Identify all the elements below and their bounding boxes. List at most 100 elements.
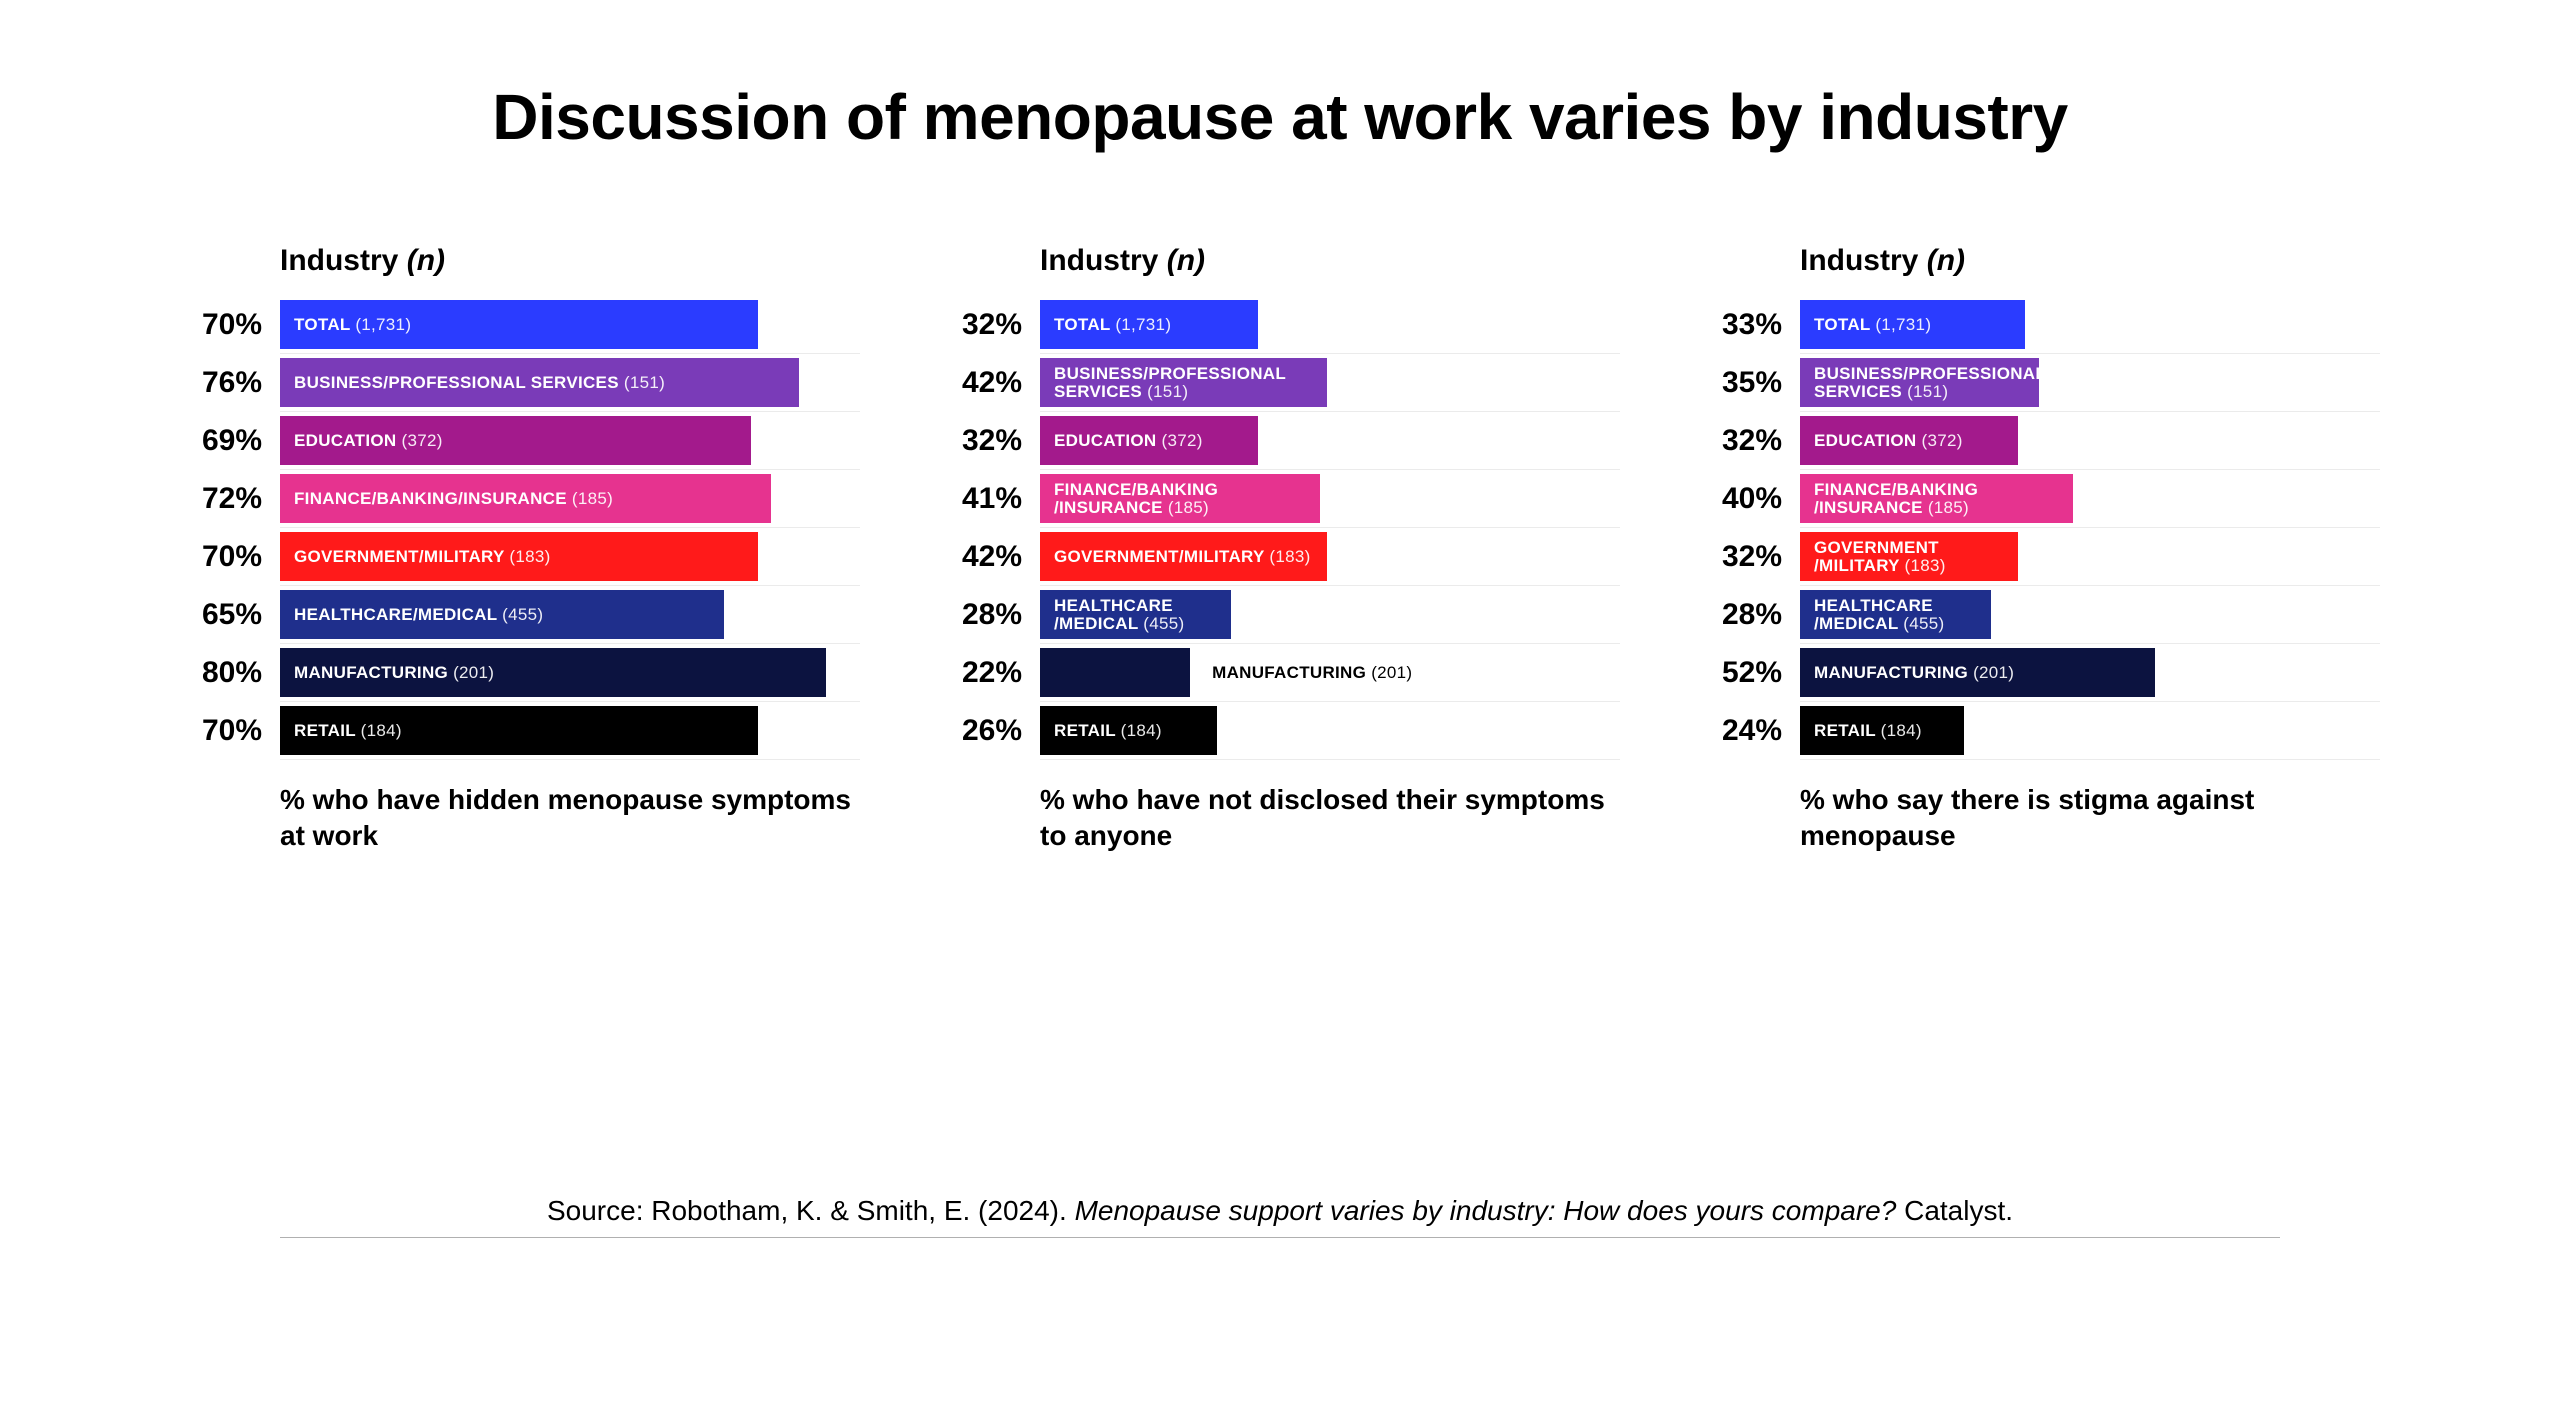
bar-row: 24% RETAIL (184): [1700, 702, 2380, 760]
bar-row: 28%HEALTHCARE/MEDICAL (455): [940, 586, 1620, 644]
bar-percent: 32%: [940, 424, 1040, 458]
bar: EDUCATION (372): [1800, 416, 2018, 465]
bar-label: MANUFACTURING (201): [294, 664, 494, 681]
bar-percent: 70%: [180, 714, 280, 748]
bar-label: MANUFACTURING (201): [1814, 664, 2014, 681]
source-italic: Menopause support varies by industry: Ho…: [1075, 1195, 1897, 1226]
bar-area: GOVERNMENT/MILITARY (183): [280, 528, 860, 586]
bar-percent: 32%: [1700, 540, 1800, 574]
bar-label: BUSINESS/PROFESSIONALSERVICES (151): [1054, 365, 1286, 401]
bar-area: MANUFACTURING (201): [1800, 644, 2380, 702]
bar-label: HEALTHCARE/MEDICAL (455): [1814, 597, 1944, 633]
chart-rows: 33%TOTAL (1,731)35%BUSINESS/PROFESSIONAL…: [1700, 296, 2380, 760]
bar-label: MANUFACTURING (201): [1212, 664, 1412, 681]
bar-row: 52% MANUFACTURING (201): [1700, 644, 2380, 702]
bar-row: 70% RETAIL (184): [180, 702, 860, 760]
bar-row: 76% BUSINESS/PROFESSIONAL SERVICES (151): [180, 354, 860, 412]
bar-area: TOTAL (1,731): [280, 296, 860, 354]
bar: BUSINESS/PROFESSIONAL SERVICES (151): [280, 358, 799, 407]
bar-percent: 24%: [1700, 714, 1800, 748]
bar-percent: 70%: [180, 540, 280, 574]
bar-row: 41%FINANCE/BANKING/INSURANCE (185): [940, 470, 1620, 528]
bar: GOVERNMENT/MILITARY (183): [280, 532, 758, 581]
bar-area: MANUFACTURING (201): [1040, 644, 1620, 702]
source-suffix: Catalyst.: [1896, 1195, 2013, 1226]
bar-area: BUSINESS/PROFESSIONALSERVICES (151): [1040, 354, 1620, 412]
bar-percent: 33%: [1700, 308, 1800, 342]
bar: GOVERNMENT/MILITARY (183): [1800, 532, 2018, 581]
bar-label: TOTAL (1,731): [294, 316, 411, 333]
bar-area: FINANCE/BANKING/INSURANCE (185): [280, 470, 860, 528]
bar-area: HEALTHCARE/MEDICAL (455): [1800, 586, 2380, 644]
bar-label: GOVERNMENT/MILITARY (183): [294, 548, 551, 565]
bar-label: FINANCE/BANKING/INSURANCE (185): [1814, 481, 1978, 517]
bar-label: GOVERNMENT/MILITARY (183): [1814, 539, 1946, 575]
bar-row: 69%EDUCATION (372): [180, 412, 860, 470]
bar-row: 65% HEALTHCARE/MEDICAL (455): [180, 586, 860, 644]
bar: TOTAL (1,731): [1040, 300, 1258, 349]
bar-label: RETAIL (184): [1814, 722, 1922, 739]
bar-area: FINANCE/BANKING/INSURANCE (185): [1800, 470, 2380, 528]
bar-area: GOVERNMENT/MILITARY (183): [1800, 528, 2380, 586]
bar-percent: 80%: [180, 656, 280, 690]
bar-row: 28% HEALTHCARE/MEDICAL (455): [1700, 586, 2380, 644]
bar-percent: 52%: [1700, 656, 1800, 690]
bar-row: 40%FINANCE/BANKING/INSURANCE (185): [1700, 470, 2380, 528]
bar-percent: 28%: [940, 598, 1040, 632]
chart-caption: % who have hidden menopause symptoms at …: [280, 782, 860, 855]
bar-percent: 26%: [940, 714, 1040, 748]
bar-label: HEALTHCARE/MEDICAL (455): [294, 606, 543, 623]
source-text: Source: Robotham, K. & Smith, E. (2024).…: [547, 1195, 2013, 1226]
bar: EDUCATION (372): [280, 416, 751, 465]
bar: BUSINESS/PROFESSIONALSERVICES (151): [1040, 358, 1327, 407]
bar-area: RETAIL (184): [280, 702, 860, 760]
bar-row: 42%BUSINESS/PROFESSIONALSERVICES (151): [940, 354, 1620, 412]
bar: EDUCATION (372): [1040, 416, 1258, 465]
bar-area: TOTAL (1,731): [1800, 296, 2380, 354]
bar-row: 70%TOTAL (1,731): [180, 296, 860, 354]
bar-row: 32%TOTAL (1,731): [940, 296, 1620, 354]
bar-area: GOVERNMENT/MILITARY (183): [1040, 528, 1620, 586]
bar-label-outside: MANUFACTURING (201): [1198, 648, 1426, 697]
chart-panel: Industry (n)70%TOTAL (1,731)76%BUSINESS/…: [180, 244, 860, 855]
bar-row: 32% GOVERNMENT/MILITARY (183): [1700, 528, 2380, 586]
chart-panel: Industry (n)32%TOTAL (1,731)42%BUSINESS/…: [940, 244, 1620, 855]
bar-label: RETAIL (184): [294, 722, 402, 739]
bar-area: HEALTHCARE/MEDICAL (455): [280, 586, 860, 644]
bar-label: GOVERNMENT/MILITARY (183): [1054, 548, 1311, 565]
bar-percent: 28%: [1700, 598, 1800, 632]
bar: MANUFACTURING (201): [280, 648, 826, 697]
chart-panel: Industry (n)33%TOTAL (1,731)35%BUSINESS/…: [1700, 244, 2380, 855]
bar-percent: 76%: [180, 366, 280, 400]
bar-percent: 42%: [940, 540, 1040, 574]
bar-area: EDUCATION (372): [1800, 412, 2380, 470]
bar-label: BUSINESS/PROFESSIONAL SERVICES (151): [294, 374, 665, 391]
bar-label: BUSINESS/PROFESSIONALSERVICES (151): [1814, 365, 2046, 401]
bar-row: 80% MANUFACTURING (201): [180, 644, 860, 702]
bar-area: HEALTHCARE/MEDICAL (455): [1040, 586, 1620, 644]
chart-header-label: Industry: [1800, 244, 1918, 277]
chart-header-label: Industry: [280, 244, 398, 277]
bar: TOTAL (1,731): [1800, 300, 2025, 349]
charts-container: Industry (n)70%TOTAL (1,731)76%BUSINESS/…: [120, 244, 2440, 855]
bar-percent: 65%: [180, 598, 280, 632]
source-prefix: Source: Robotham, K. & Smith, E. (2024).: [547, 1195, 1075, 1226]
bar-area: TOTAL (1,731): [1040, 296, 1620, 354]
bar-area: RETAIL (184): [1040, 702, 1620, 760]
bar-area: BUSINESS/PROFESSIONALSERVICES (151): [1800, 354, 2380, 412]
bar: FINANCE/BANKING/INSURANCE (185): [280, 474, 771, 523]
bar-label: TOTAL (1,731): [1054, 316, 1171, 333]
bar-label: RETAIL (184): [1054, 722, 1162, 739]
chart-header-n: (n): [407, 244, 445, 277]
bar-area: MANUFACTURING (201): [280, 644, 860, 702]
bar-row: 32%EDUCATION (372): [940, 412, 1620, 470]
bar-percent: 72%: [180, 482, 280, 516]
bar-percent: 22%: [940, 656, 1040, 690]
chart-rows: 70%TOTAL (1,731)76%BUSINESS/PROFESSIONAL…: [180, 296, 860, 760]
bar-row: 42% GOVERNMENT/MILITARY (183): [940, 528, 1620, 586]
chart-header: Industry (n): [280, 244, 860, 278]
bar-percent: 69%: [180, 424, 280, 458]
bar: HEALTHCARE/MEDICAL (455): [1040, 590, 1231, 639]
bar: FINANCE/BANKING/INSURANCE (185): [1800, 474, 2073, 523]
bar: FINANCE/BANKING/INSURANCE (185): [1040, 474, 1320, 523]
